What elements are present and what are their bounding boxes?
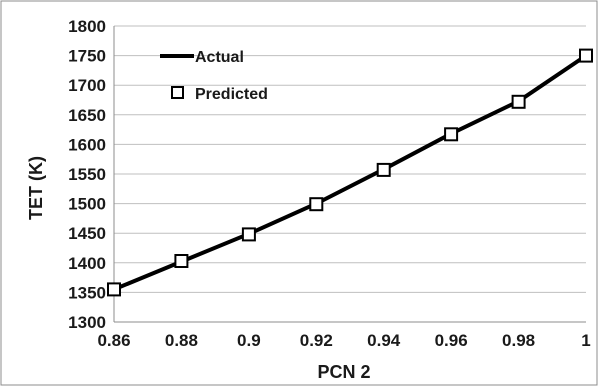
predicted-point xyxy=(107,282,121,297)
x-tick-label: 0.98 xyxy=(502,331,535,350)
y-tick-label: 1650 xyxy=(68,106,106,125)
y-tick-label: 1750 xyxy=(68,47,106,66)
x-axis-title: PCN 2 xyxy=(317,362,370,382)
x-tick-label: 0.92 xyxy=(300,331,333,350)
x-tick-label: 0.86 xyxy=(97,331,130,350)
series-layer xyxy=(107,48,593,297)
predicted-point xyxy=(511,94,526,109)
predicted-point xyxy=(241,227,256,242)
y-tick-label: 1300 xyxy=(68,313,106,332)
predicted-point xyxy=(174,254,189,268)
x-tick-labels: 0.86 0.88 0.9 0.92 0.94 0.96 0.98 1 xyxy=(97,331,590,350)
x-tick-label: 1 xyxy=(581,331,590,350)
series-line-actual xyxy=(112,53,588,292)
y-tick-label: 1400 xyxy=(68,254,106,273)
x-tick-label: 0.9 xyxy=(237,331,261,350)
y-tick-label: 1550 xyxy=(68,165,106,184)
x-tick-label: 0.96 xyxy=(435,331,468,350)
y-tick-label: 1350 xyxy=(68,283,106,302)
predicted-point xyxy=(444,127,459,142)
y-axis-title: TET (K) xyxy=(26,156,46,220)
legend-swatch-predicted xyxy=(171,86,184,99)
x-tick-label: 0.94 xyxy=(367,331,401,350)
y-tick-label: 1600 xyxy=(68,135,106,154)
x-tick-label: 0.88 xyxy=(165,331,198,350)
y-tick-label: 1500 xyxy=(68,195,106,214)
legend-label-predicted: Predicted xyxy=(195,86,268,103)
predicted-point xyxy=(579,48,593,63)
legend-label-actual: Actual xyxy=(195,49,244,66)
y-tick-label: 1700 xyxy=(68,76,106,95)
legend: Actual Predicted xyxy=(160,49,268,103)
predicted-point xyxy=(309,197,324,212)
y-tick-label: 1450 xyxy=(68,224,106,243)
y-tick-labels: 1300 1350 1400 1450 1500 1550 1600 1650 1700 1750… xyxy=(68,17,106,332)
predicted-point xyxy=(376,162,391,177)
y-tick-label: 1800 xyxy=(68,17,106,36)
